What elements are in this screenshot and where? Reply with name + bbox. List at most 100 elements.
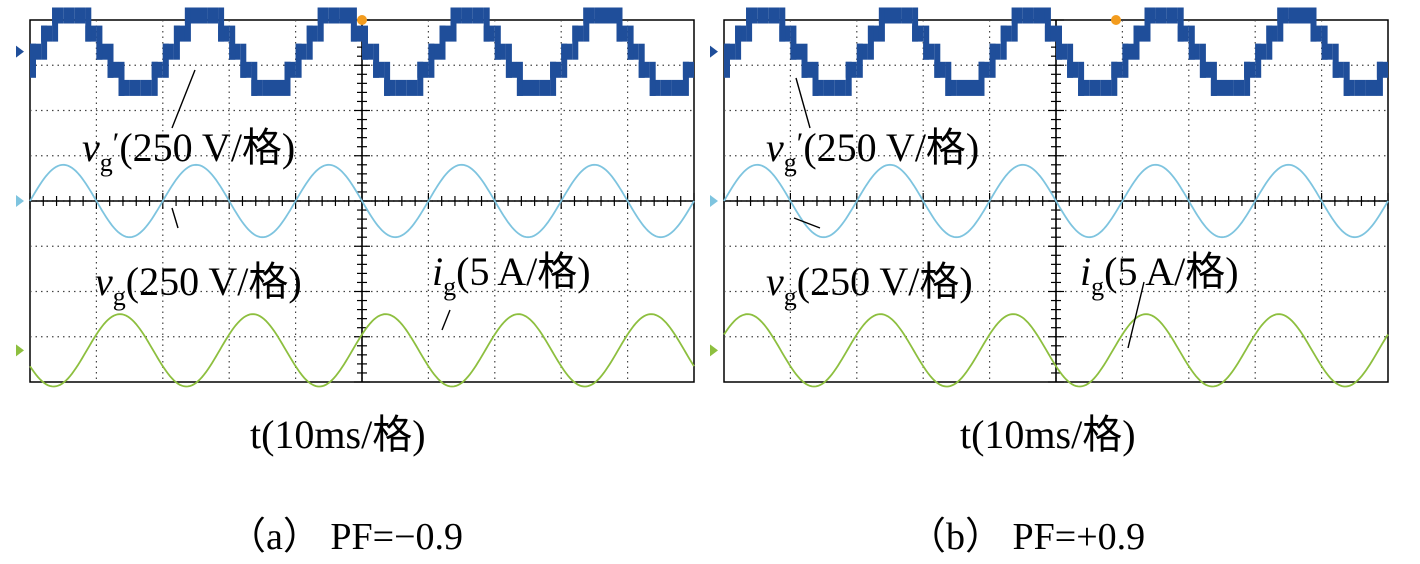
level-block-a [273, 79, 285, 96]
level-edge-a [616, 7, 623, 42]
label-vg-prime-mark-b: ′ [796, 127, 804, 160]
level-block-b [1089, 79, 1101, 96]
label-vg-prime-a: vg′(250 V/格) [82, 125, 296, 176]
level-block-b [757, 7, 769, 24]
caption-a: （a） PF=−0.9 [228, 516, 463, 558]
level-block-b [1022, 7, 1034, 24]
level-edge-a [649, 61, 656, 96]
label-vg-sub-a: g [112, 282, 126, 311]
level-edge-a [627, 25, 634, 60]
level-block-a [671, 79, 683, 96]
x-axis-label-b: t(10ms/格) [960, 412, 1136, 457]
level-edge-a [450, 7, 457, 42]
level-edge-a [550, 61, 557, 96]
level-edge-b [790, 25, 797, 60]
level-edge-a [516, 61, 523, 96]
level-block-a [406, 79, 418, 96]
level-block-b [901, 7, 913, 24]
x-axis-label-a: t(10ms/格) [250, 412, 426, 457]
level-edge-b [1011, 7, 1018, 42]
level-edge-b [724, 43, 730, 78]
leader-line-vg-a [171, 207, 179, 229]
level-edge-a [162, 43, 169, 78]
level-block-b [1288, 7, 1300, 24]
level-edge-b [746, 7, 753, 42]
level-block-a [528, 79, 540, 96]
level-edge-b [812, 61, 819, 96]
level-edge-b [1144, 7, 1151, 42]
level-block-b [768, 7, 780, 24]
level-block-b [1155, 7, 1167, 24]
level-block-b [1222, 79, 1234, 96]
level-edge-a [638, 43, 645, 78]
level-edge-b [1244, 61, 1251, 96]
leader-line-vg-b [793, 217, 821, 229]
level-block-a [461, 7, 473, 24]
label-vg-prime-symbol-b: v [766, 125, 784, 170]
level-edge-b [978, 61, 985, 96]
level-block-b [1166, 7, 1178, 24]
leader-line-vg_prime-a [171, 69, 196, 129]
level-edge-b [1177, 7, 1184, 42]
level-block-a [63, 7, 75, 24]
level-edge-b [801, 43, 808, 78]
level-block-a [196, 7, 208, 24]
label-vg-b: vg(250 V/格) [766, 262, 973, 310]
level-edge-b [878, 7, 885, 42]
level-block-b [967, 79, 979, 96]
level-edge-a [417, 61, 424, 96]
level-edge-a [284, 61, 291, 96]
trigger-marker-a [357, 15, 367, 25]
level-edge-b [945, 61, 952, 96]
level-edge-b [1277, 7, 1284, 42]
level-block-b [834, 79, 846, 96]
label-ig-scale-b: (5 A/格) [1104, 249, 1239, 294]
level-block-a [140, 79, 152, 96]
trace-vg-a [29, 163, 695, 239]
level-edge-a [483, 7, 490, 42]
channel-marker-vg_prime-a [16, 45, 24, 58]
level-edge-a [350, 7, 357, 42]
level-edge-b [1266, 25, 1273, 60]
level-edge-b [1111, 61, 1118, 96]
level-block-a [207, 7, 219, 24]
level-edge-b [845, 61, 852, 96]
level-edge-b [1122, 43, 1129, 78]
trace-ig-a [29, 313, 695, 388]
scope-screen-a [16, 7, 695, 388]
scope-screen-b [710, 7, 1389, 388]
trace-ig-b [723, 313, 1389, 388]
level-edge-b [867, 25, 874, 60]
level-edge-a [572, 25, 579, 60]
level-block-a [594, 7, 606, 24]
level-edge-a [251, 61, 258, 96]
label-vg-prime-sub-a: g [99, 148, 113, 177]
channel-marker-vg-b [710, 195, 718, 207]
level-block-a [328, 7, 340, 24]
channel-marker-vg-a [16, 195, 24, 207]
level-edge-b [1376, 61, 1383, 96]
level-edge-a [682, 61, 689, 96]
label-ig-sub-a: g [443, 272, 457, 301]
level-edge-b [1321, 25, 1328, 60]
level-block-b [1354, 79, 1366, 96]
trace-vg_prime-b [724, 7, 1388, 96]
level-edge-a [184, 7, 191, 42]
level-block-b [1365, 79, 1377, 96]
trace-vg_prime-a [30, 7, 694, 96]
label-vg-prime-scale-a: (250 V/格) [119, 125, 296, 170]
label-ig-scale-a: (5 A/格) [456, 249, 591, 294]
level-edge-b [1210, 61, 1217, 96]
level-edge-a [52, 7, 59, 42]
level-edge-a [317, 7, 324, 42]
level-edge-b [1044, 7, 1051, 42]
label-vg-sub-b: g [783, 282, 797, 311]
level-block-b [1033, 7, 1045, 24]
level-edge-b [1188, 25, 1195, 60]
label-vg-prime-sub-b: g [783, 148, 797, 177]
leader-line-ig-a [441, 309, 451, 331]
level-block-b [1100, 79, 1112, 96]
level-block-a [129, 79, 141, 96]
level-edge-a [373, 43, 380, 78]
level-edge-b [1343, 61, 1350, 96]
